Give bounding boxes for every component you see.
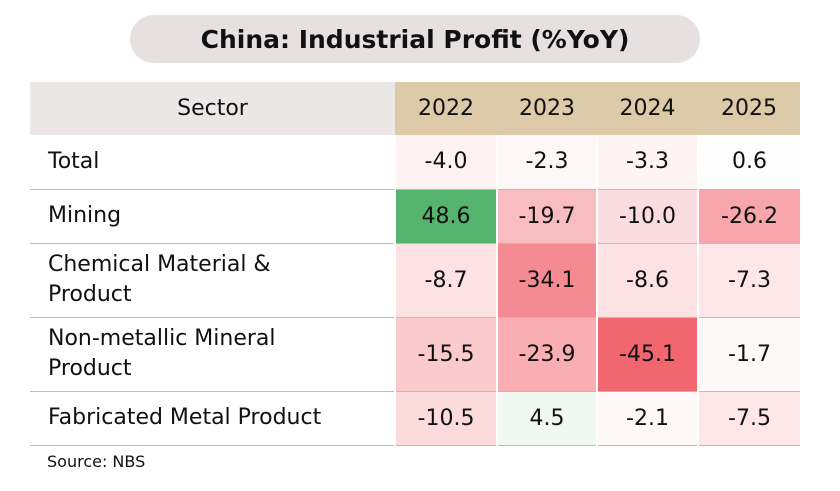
sector-cell: Non-metallic Mineral Product	[30, 317, 395, 392]
header-cell: Sector	[30, 82, 395, 135]
sector-cell: Mining	[30, 189, 395, 244]
year-header: 2025	[698, 82, 800, 135]
table-row: Chemical Material & Product -8.7 -34.1 -8.6…	[30, 243, 800, 318]
year-header: 2022	[395, 82, 497, 135]
table-row: Mining 48.6 -19.7 -10.0 -26.2	[30, 189, 800, 244]
value-cell: 0.6	[697, 135, 800, 190]
value-cell: -34.1	[496, 243, 597, 318]
title: China: Industrial Profit (%YoY)	[130, 15, 700, 63]
value-cell: -3.3	[596, 135, 698, 190]
value-cell: -2.1	[596, 391, 698, 446]
table-body: Total -4.0 -2.3 -3.3 0.6 Mining 48.6 -19.7 -10.0…	[30, 135, 800, 446]
value-cell: -7.5	[697, 391, 800, 446]
sector-cell: Chemical Material & Product	[30, 243, 395, 318]
table: Sector 2022 2023 2024 2025 Total -4.0 -2.3 -3.3…	[30, 82, 800, 446]
sector-cell: Fabricated Metal Product	[30, 391, 395, 446]
header-row: Sector 2022 2023 2024 2025	[30, 82, 800, 135]
value-cell: -15.5	[394, 317, 497, 392]
value-cell: -8.6	[596, 243, 698, 318]
value-cell: -10.5	[394, 391, 497, 446]
table-row: Total -4.0 -2.3 -3.3 0.6	[30, 135, 800, 190]
table-row: Non-metallic Mineral Product -15.5 -23.9 -4…	[30, 317, 800, 392]
value-cell: -10.0	[596, 189, 698, 244]
value-cell: -7.3	[697, 243, 800, 318]
value-cell: -26.2	[697, 189, 800, 244]
source: Source: NBS	[47, 452, 146, 471]
value-cell: -19.7	[496, 189, 597, 244]
value-cell: -2.3	[496, 135, 597, 190]
year-header: 2023	[497, 82, 597, 135]
table-row: Fabricated Metal Product -10.5 4.5 -2.1 -7.5	[30, 391, 800, 446]
value-cell: -4.0	[394, 135, 497, 190]
value-cell: 48.6	[394, 189, 497, 244]
value-cell: -8.7	[394, 243, 497, 318]
value-cell: 4.5	[496, 391, 597, 446]
year-header: 2024	[597, 82, 698, 135]
sector-cell: Total	[30, 135, 395, 190]
value-cell: -1.7	[697, 317, 800, 392]
value-cell: -23.9	[496, 317, 597, 392]
value-cell: -45.1	[596, 317, 698, 392]
